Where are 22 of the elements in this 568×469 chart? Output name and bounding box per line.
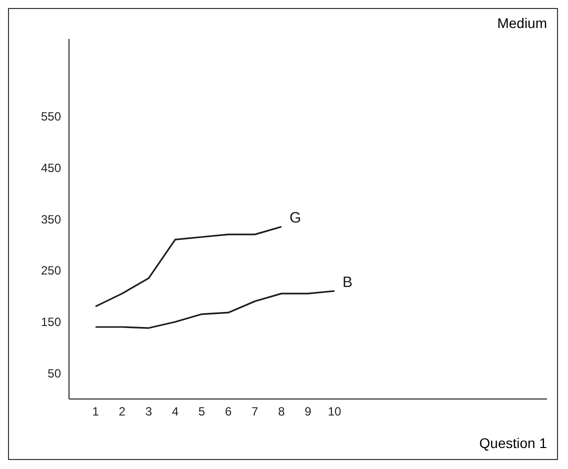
y-tick-label: 150 [40, 315, 62, 330]
y-tick-label: 450 [40, 160, 62, 175]
x-axis-title: Question 1 [479, 435, 547, 451]
x-tick-label: 1 [92, 404, 100, 419]
series-label: G [289, 210, 302, 227]
x-tick-label: 10 [328, 404, 342, 419]
y-tick-label: 550 [40, 109, 62, 124]
x-tick-label: 4 [172, 404, 179, 419]
x-tick-label: 7 [252, 404, 259, 419]
x-tick-label: 6 [224, 404, 232, 419]
y-tick-label: 350 [40, 212, 62, 226]
x-tick-label: 8 [278, 404, 286, 419]
line-series [94, 290, 336, 329]
y-tick-label: 50 [48, 366, 62, 381]
x-tick-label: 9 [304, 404, 312, 419]
chart-title: Medium [497, 15, 547, 31]
x-tick-label: 5 [198, 404, 206, 419]
series-label: B [342, 274, 353, 291]
line-series [94, 226, 282, 308]
x-tick-label: 2 [118, 404, 126, 419]
x-tick-label: 3 [145, 404, 152, 419]
y-tick-label: 250 [40, 264, 62, 278]
